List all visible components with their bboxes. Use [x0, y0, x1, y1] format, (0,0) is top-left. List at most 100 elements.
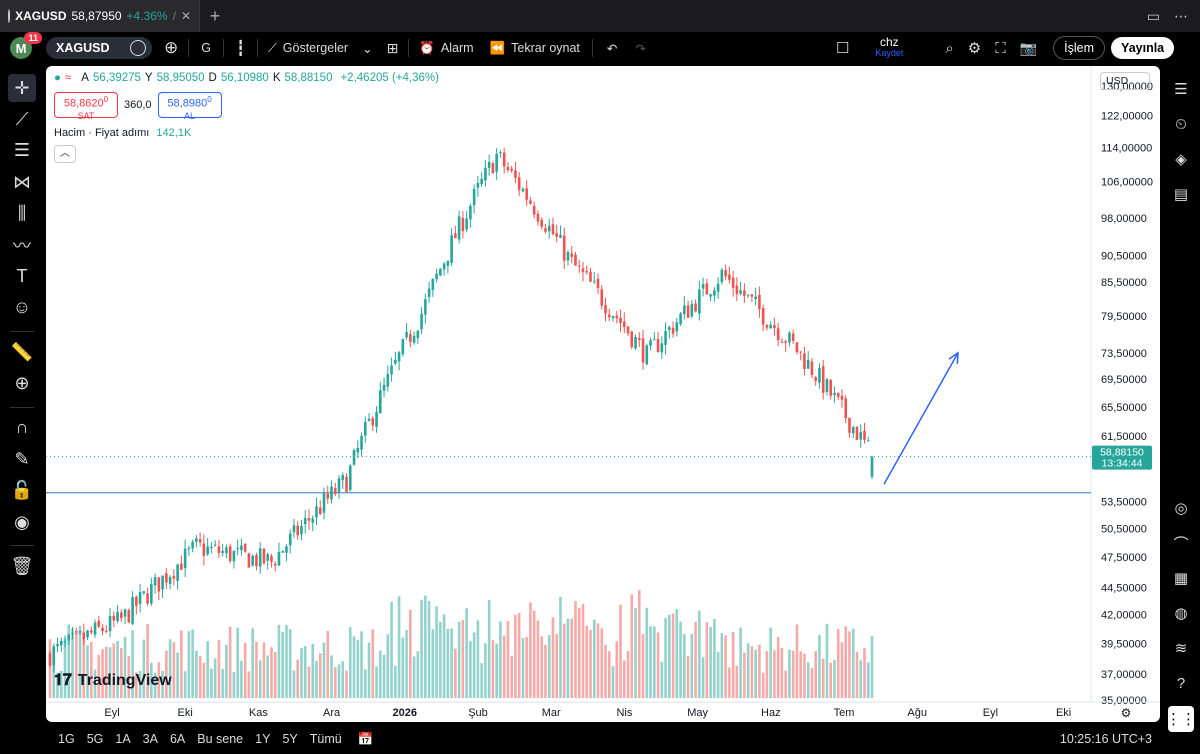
- volume-bar: [48, 639, 52, 698]
- trade-button[interactable]: İşlem: [1053, 36, 1106, 60]
- zoom-in-icon[interactable]: ⊕: [14, 373, 30, 394]
- chart-tab[interactable]: XAGUSD 58,87950 +4.36% / ✕: [0, 0, 200, 32]
- range-3m[interactable]: 3A: [142, 732, 158, 746]
- close-tab-icon[interactable]: ✕: [180, 9, 191, 23]
- new-tab-button[interactable]: +: [209, 5, 221, 26]
- range-1d[interactable]: 1G: [58, 732, 75, 746]
- window-layout-icon[interactable]: ▭: [1146, 7, 1160, 24]
- brush-icon[interactable]: 〰: [13, 235, 31, 256]
- crosshair-icon[interactable]: ✛: [8, 74, 36, 102]
- candle-body: [795, 342, 799, 353]
- range-ytd[interactable]: Bu sene: [197, 732, 244, 746]
- volume-bar: [604, 644, 607, 698]
- volume-bar: [713, 618, 716, 698]
- range-1y[interactable]: 1Y: [255, 732, 271, 746]
- trend-line-icon[interactable]: ⟋: [15, 108, 29, 129]
- candle-body: [728, 274, 731, 280]
- symbol-search[interactable]: XAGUSD: [46, 37, 152, 59]
- price-tick-label: 53,50000: [1101, 496, 1147, 508]
- interval-button[interactable]: G: [201, 41, 211, 55]
- volume-bar: [78, 625, 82, 698]
- indicators-button[interactable]: ⟋ Göstergeler ⌄: [268, 41, 373, 56]
- ideas-compass-icon[interactable]: ◎: [1174, 500, 1188, 517]
- candle-body: [318, 507, 322, 515]
- volume-bar: [439, 621, 442, 698]
- chart-panel[interactable]: 130,00000 122,00000 114,00000 106,00000 98,0…: [46, 66, 1160, 722]
- text-icon[interactable]: T: [16, 265, 28, 286]
- symbol-info-icon[interactable]: [130, 40, 146, 56]
- volume-bar: [810, 667, 814, 698]
- alert-button[interactable]: ⏰ Alarm: [419, 41, 473, 56]
- time-tick-label: Eyl: [983, 707, 998, 719]
- streams-icon[interactable]: ◍: [1174, 605, 1188, 622]
- price-chart[interactable]: 130,00000 122,00000 114,00000 106,00000 98,0…: [46, 66, 1160, 722]
- emoji-icon[interactable]: ☺: [12, 297, 32, 318]
- broadcast-icon[interactable]: ≋: [1174, 640, 1188, 657]
- buy-button[interactable]: 58,89800 AL: [157, 92, 222, 121]
- volume-bar: [277, 624, 281, 698]
- price-tick-label: 35,00000: [1101, 695, 1147, 707]
- date-range-calendar-icon[interactable]: 📅: [357, 731, 374, 746]
- sell-button[interactable]: 58,86200 SAT: [54, 92, 118, 121]
- volume-bar: [138, 670, 142, 698]
- layout-checkbox-icon[interactable]: ☐: [835, 40, 850, 57]
- more-grid-icon[interactable]: ⋮⋮: [1166, 706, 1196, 732]
- alarm-clock-icon: ⏰: [419, 40, 435, 55]
- settings-gear-icon[interactable]: ⚙: [967, 40, 982, 57]
- candle-body: [397, 352, 401, 362]
- fullscreen-icon[interactable]: ⛶: [995, 39, 1006, 57]
- volume-legend: Hacim · Fiyat adımı 142,1K: [54, 127, 191, 139]
- calendar-icon[interactable]: ▦: [1173, 570, 1189, 587]
- avatar[interactable]: M 11: [10, 32, 42, 59]
- volume-bar: [240, 660, 243, 698]
- chat-icon[interactable]: ▤: [1173, 186, 1189, 203]
- undo-icon[interactable]: ↶: [606, 41, 618, 56]
- layers-icon[interactable]: ◈: [1175, 151, 1187, 168]
- chart-type-candles-icon[interactable]: ┇: [235, 40, 246, 57]
- pattern-icon[interactable]: ⋈: [13, 171, 31, 192]
- volume-bar: [480, 663, 483, 698]
- window-more-icon[interactable]: ⋯: [1174, 7, 1188, 24]
- redo-icon[interactable]: ↷: [635, 41, 646, 56]
- pulse-icon[interactable]: ⌒: [1173, 535, 1189, 553]
- range-5d[interactable]: 5G: [86, 732, 104, 746]
- visibility-eye-icon[interactable]: ◉: [14, 511, 30, 532]
- layouts-grid-icon[interactable]: ⊞: [386, 39, 399, 56]
- candle-body: [213, 544, 217, 546]
- volume-bar: [236, 627, 239, 698]
- candle-body: [157, 577, 161, 592]
- range-1m[interactable]: 1A: [115, 732, 131, 746]
- collapse-legend-button[interactable]: ︿: [54, 145, 76, 163]
- layout-name-block[interactable]: chz Kaydet: [875, 36, 903, 59]
- range-5y[interactable]: 5Y: [282, 732, 298, 746]
- candle-body: [442, 263, 446, 270]
- range-all[interactable]: Tümü: [309, 732, 342, 746]
- candle-body: [352, 450, 356, 465]
- ruler-icon[interactable]: 📏: [10, 341, 34, 362]
- projection-icon[interactable]: ⫼: [17, 203, 27, 224]
- volume-bar: [577, 608, 581, 698]
- watchlist-icon[interactable]: ☰: [1174, 81, 1188, 98]
- fib-lines-icon[interactable]: ☰: [13, 140, 31, 161]
- trash-icon[interactable]: 🗑: [10, 555, 34, 576]
- quick-search-icon[interactable]: ⌕: [945, 39, 954, 57]
- candle-body: [465, 218, 468, 230]
- publish-button[interactable]: Yayınla: [1111, 37, 1175, 59]
- alerts-clock-icon[interactable]: ⏲: [1175, 115, 1187, 133]
- volume-bar: [675, 609, 679, 698]
- candle-body: [375, 411, 378, 427]
- range-6m[interactable]: 6A: [169, 732, 186, 746]
- help-icon[interactable]: ?: [1176, 674, 1186, 692]
- clock[interactable]: 10:25:16 UTC+3: [1059, 732, 1152, 746]
- candle-body: [225, 547, 228, 554]
- compare-button[interactable]: ⊕: [164, 38, 179, 57]
- candle-body: [217, 546, 221, 553]
- replay-button[interactable]: ⏪ Tekrar oynat: [490, 41, 580, 56]
- candle-body: [724, 270, 727, 277]
- candle-body: [833, 392, 836, 396]
- magnet-icon[interactable]: ∩: [15, 417, 29, 438]
- lock-icon[interactable]: 🔓: [10, 480, 34, 501]
- snapshot-camera-icon[interactable]: 📷: [1019, 39, 1038, 56]
- lock-drawing-icon[interactable]: ✎: [14, 448, 30, 469]
- currency-select[interactable]: USD: [1100, 72, 1150, 90]
